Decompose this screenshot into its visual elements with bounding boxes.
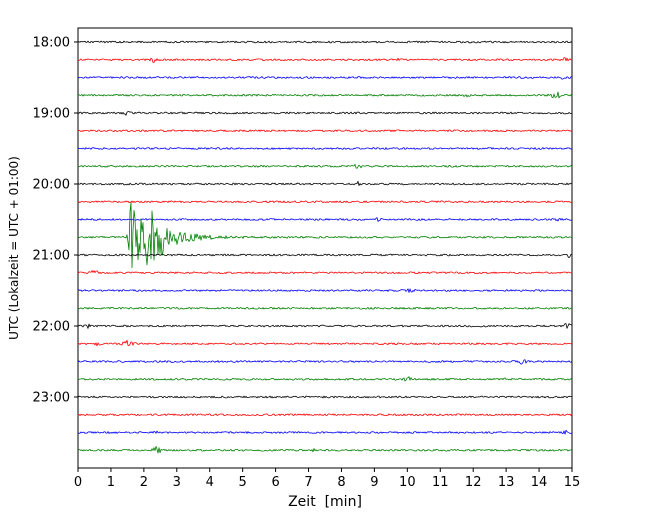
trace-18:15	[77, 57, 573, 63]
trace-19:45	[77, 163, 573, 169]
y-tick-label: 23:00	[33, 391, 70, 406]
y-tick-label: 21:00	[33, 249, 70, 264]
x-tick-label: 1	[107, 475, 115, 490]
x-tick-label: 7	[304, 475, 312, 490]
y-tick-label: 18:00	[33, 36, 70, 51]
trace-22:15	[77, 339, 573, 347]
x-tick-label: 0	[74, 475, 82, 490]
trace-23:00	[77, 395, 573, 399]
x-tick-label: 9	[370, 475, 378, 490]
x-tick-label: 4	[206, 475, 214, 490]
x-tick-label: 2	[140, 475, 148, 490]
y-tick-label: 19:00	[33, 107, 70, 122]
trace-18:00	[77, 40, 573, 44]
y-axis-label: UTC (Lokalzeit = UTC + 01:00)	[7, 156, 21, 340]
trace-20:15	[77, 200, 573, 204]
trace-21:45	[77, 306, 573, 310]
plot-border	[77, 27, 573, 469]
trace-20:45	[77, 202, 573, 269]
x-axis-label: Zeit [min]	[288, 494, 362, 510]
x-tick-label: 11	[432, 475, 449, 490]
x-tick-label: 12	[465, 475, 482, 490]
trace-23:45	[77, 445, 573, 454]
x-tick-label: 15	[564, 475, 581, 490]
y-tick-label: 22:00	[33, 320, 70, 335]
y-tick-label: 20:00	[33, 178, 70, 193]
x-tick-label: 8	[337, 475, 345, 490]
trace-23:30	[77, 429, 573, 435]
x-tick-label: 14	[531, 475, 548, 490]
x-tick-label: 5	[239, 475, 247, 490]
trace-21:15	[77, 270, 573, 275]
trace-19:00	[78, 111, 573, 116]
trace-22:00	[77, 323, 573, 329]
trace-22:30	[77, 359, 573, 365]
x-tick-label: 6	[271, 475, 279, 490]
x-tick-label: 13	[498, 475, 515, 490]
trace-19:15	[77, 129, 573, 133]
trace-20:30	[77, 217, 573, 222]
trace-21:30	[77, 288, 573, 293]
trace-22:45	[77, 376, 573, 382]
trace-19:30	[77, 147, 573, 150]
trace-23:15	[77, 413, 573, 417]
trace-18:45	[77, 91, 573, 99]
trace-18:30	[77, 76, 573, 80]
x-tick-label: 3	[173, 475, 181, 490]
trace-21:00	[77, 253, 573, 259]
x-tick-label: 10	[399, 475, 416, 490]
trace-20:00	[77, 180, 573, 187]
